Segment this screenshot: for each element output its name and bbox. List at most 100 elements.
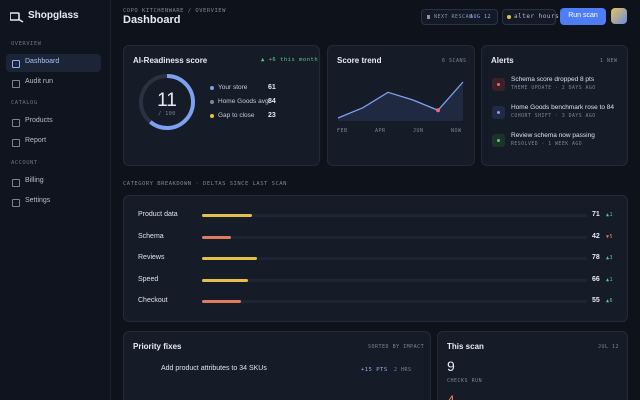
legend-value: 23 (268, 112, 276, 119)
legend-label: Gap to close (218, 112, 255, 119)
card-title: Priority fixes (133, 342, 182, 351)
nav-label: Report (25, 137, 47, 144)
scan-card: This scan JUL 12 9 CHECKS RUN 4 (437, 331, 628, 400)
category-label: Checkout (138, 297, 168, 304)
bar (202, 235, 232, 239)
fix-title[interactable]: Add product attributes to 34 SKUs (161, 365, 267, 372)
checks-label: CHECKS RUN (447, 378, 483, 384)
alert-icon-dot (497, 83, 500, 86)
nav-icon (12, 119, 20, 127)
nav-icon (12, 80, 20, 88)
fix-time: 2 HRS (394, 367, 412, 373)
category-label: Product data (138, 211, 178, 218)
category-value: 66 (592, 275, 600, 283)
brand-logo (10, 12, 24, 23)
category-value: 42 (592, 232, 600, 240)
status-dot (507, 15, 511, 19)
scan-date: JUL 12 (598, 344, 620, 350)
x-axis-label: JUN (413, 128, 424, 134)
alert-title[interactable]: Schema score dropped 8 pts (511, 76, 595, 83)
alert-meta: THEME UPDATE · 2 DAYS AGO (511, 86, 596, 91)
breakdown-card: Product data 71 ▲1 Schema 42 ▼5 Reviews 78 ▲3 Spe… (123, 195, 628, 322)
score-ring (139, 74, 195, 130)
score-max: / 100 (158, 111, 176, 117)
alert-icon-dot (497, 139, 500, 142)
status-text: alter hours (514, 13, 560, 20)
nav-label: Products (25, 117, 53, 124)
x-axis-label: NOW (451, 128, 462, 134)
trend-point (436, 108, 440, 113)
bar (202, 257, 257, 260)
legend-dot (210, 114, 214, 118)
nav-item[interactable]: Report (6, 133, 101, 151)
nav-icon (12, 139, 20, 147)
score-change: ▲ +6 this month (261, 57, 319, 63)
trend-area (338, 82, 463, 121)
scan-count: 6 SCANS (442, 58, 467, 64)
legend-value: 61 (268, 84, 276, 91)
breadcrumb: COPO KITCHENWARE / OVERVIEW (123, 8, 226, 14)
run-scan-button[interactable]: Run scan (560, 8, 606, 25)
trend-line (337, 81, 464, 119)
nav-section-heading: OVERVIEW (11, 41, 42, 47)
trend-chart (337, 81, 464, 121)
rescan-label: NEXT RESCAN (434, 14, 473, 20)
nav-item[interactable]: Settings (6, 193, 101, 211)
fixes-card: Priority fixes SORTED BY IMPACT Add produc… (123, 331, 431, 400)
bar-track (202, 235, 587, 239)
category-delta: ▲6 (606, 298, 614, 304)
nav-icon (12, 60, 20, 68)
card-title: AI-Readiness score (133, 56, 208, 65)
legend-label: Home Goods avg (218, 98, 269, 105)
category-label: Schema (138, 232, 164, 240)
nav-item[interactable]: Dashboard (6, 54, 101, 72)
score-value: 11 (157, 90, 177, 111)
x-axis-label: FEB (337, 128, 348, 134)
nav-icon (12, 179, 20, 187)
category-label: Reviews (138, 254, 165, 261)
trend-card: Score trend 6 SCANS FEB APR JUN NOW (327, 45, 475, 166)
category-delta: ▲3 (606, 255, 614, 261)
card-title: Alerts (491, 56, 514, 65)
legend-value: 84 (268, 98, 276, 105)
status-pill: alter hours (502, 9, 560, 25)
card-title: This scan (447, 342, 484, 351)
bar-track (202, 278, 587, 282)
legend-label: Your store (218, 84, 248, 91)
category-delta: ▼5 (606, 233, 614, 240)
x-axis-label: APR (375, 128, 386, 134)
nav-label: Settings (25, 197, 51, 204)
legend-dot (210, 100, 214, 104)
avatar[interactable] (611, 8, 627, 24)
alert-title[interactable]: Review schema now passing (511, 132, 595, 139)
alert-title[interactable]: Home Goods benchmark rose to 84 (511, 104, 614, 111)
issues-value: 4 (447, 392, 455, 400)
checks-value: 9 (447, 358, 455, 374)
bar (202, 278, 249, 282)
legend-dot (210, 86, 214, 90)
bar-track (202, 257, 587, 260)
alert-icon-dot (497, 111, 500, 114)
nav-item[interactable]: Billing (6, 173, 101, 191)
alerts-card: Alerts 1 NEW Schema score dropped 8 pts THE… (481, 45, 628, 166)
card-title: Score trend (337, 56, 382, 65)
bar-track (202, 214, 587, 217)
page-title: Dashboard (123, 14, 181, 26)
bar (202, 214, 252, 217)
nav-icon (12, 199, 20, 207)
ring-arc (139, 74, 195, 130)
bar (202, 300, 241, 303)
sort-label: SORTED BY IMPACT (368, 344, 425, 350)
category-delta: ▲1 (606, 276, 614, 283)
nav-item[interactable]: Products (6, 113, 101, 131)
alerts-badge: 1 NEW (600, 58, 618, 64)
rescan-date: AUG 12 (470, 14, 492, 20)
brand-name: Shopglass (28, 10, 79, 21)
category-value: 78 (592, 254, 600, 261)
nav-label: Billing (25, 177, 44, 184)
alert-icon (492, 106, 505, 119)
section-heading: CATEGORY BREAKDOWN · DELTAS SINCE LAST S… (123, 181, 287, 187)
nav-item[interactable]: Audit run (6, 74, 101, 92)
score-card: AI-Readiness score ▲ +6 this month 11/ 100… (123, 45, 320, 166)
